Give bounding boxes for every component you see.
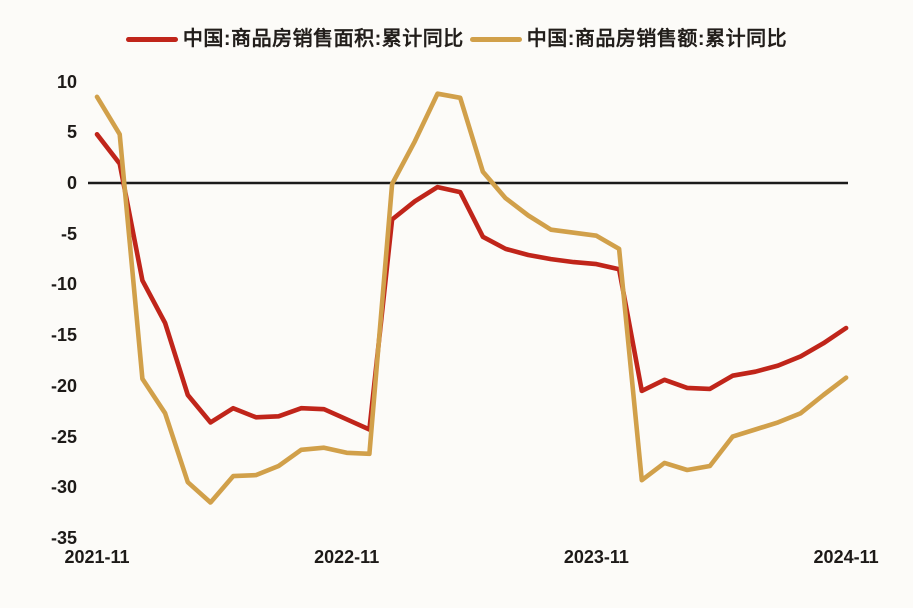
x-axis-tick-label: 2021-11 [64, 547, 130, 567]
x-axis-tick-label: 2022-11 [314, 547, 380, 567]
gold-line-swatch [469, 36, 522, 42]
legend-item-sales-area: 中国:商品房销售面积:累计同比 [125, 27, 464, 51]
y-axis-tick-label: -25 [50, 426, 77, 447]
x-axis-tick-label: 2023-11 [563, 547, 629, 567]
x-axis-tick-label: 2024-11 [813, 547, 879, 567]
legend-label-sales-value: 中国:商品房销售额:累计同比 [526, 28, 788, 50]
chart-legend: 中国:商品房销售面积:累计同比 中国:商品房销售额:累计同比 [0, 27, 913, 51]
y-axis-tick-label: -35 [50, 528, 77, 548]
y-axis-tick-label: 0 [66, 173, 77, 193]
y-axis-tick-label: -10 [50, 274, 77, 295]
y-axis-tick-label: -20 [50, 375, 77, 396]
y-axis-tick-label: -5 [60, 223, 77, 244]
series-line-sales-value [94, 91, 849, 505]
red-line-swatch [125, 36, 178, 42]
y-axis-tick-label: 5 [66, 122, 77, 143]
y-axis-tick-label: -30 [50, 477, 77, 498]
y-axis-tick-label: 10 [56, 71, 77, 92]
y-axis-tick-label: -15 [50, 325, 77, 346]
legend-label-sales-area: 中国:商品房销售面积:累计同比 [182, 28, 464, 50]
legend-item-sales-value: 中国:商品房销售额:累计同比 [469, 27, 788, 51]
series-line-sales-area [94, 132, 849, 432]
